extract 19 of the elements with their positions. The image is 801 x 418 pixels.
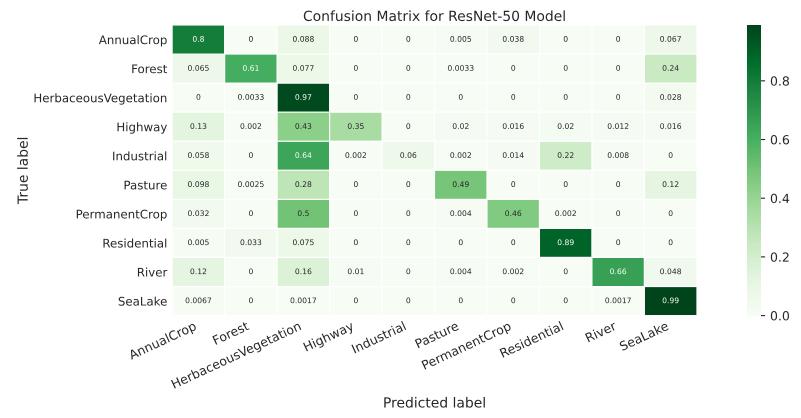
y-tick-label: Forest (132, 64, 168, 74)
chart-title: Confusion Matrix for ResNet-50 Model (304, 10, 565, 22)
y-tick-label: Pasture (124, 180, 167, 190)
y-tick-label: River (138, 268, 168, 277)
y-tick-label: SeaLake (118, 296, 167, 306)
y-tick-label: Residential (103, 238, 166, 248)
color-bar-label: 0.8 (770, 76, 789, 86)
y-tick-label: AnnualCrop (98, 35, 167, 47)
x-tick-label: River (584, 320, 618, 342)
y-tick-label: HerbaceousVegetation (34, 93, 166, 105)
y-tick-label: PermanentCrop (76, 210, 167, 221)
x-axis-title: Predicted label (384, 396, 485, 408)
y-axis-title: True label (17, 138, 28, 204)
y-tick-label: Highway (118, 122, 167, 134)
y-tick-label: Industrial (113, 151, 166, 160)
color-bar-label: 0.6 (770, 134, 790, 144)
color-bar-label: 0.2 (770, 252, 789, 262)
color-bar-label: 0.0 (770, 311, 790, 321)
color-bar-label: 0.4 (770, 194, 790, 204)
